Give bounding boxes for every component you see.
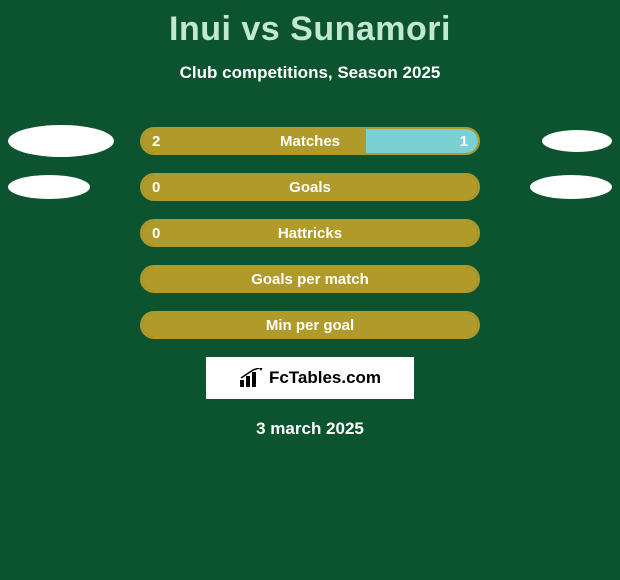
chart-icon <box>239 368 265 388</box>
player-marker-left <box>8 175 90 199</box>
stat-bar: Matches21 <box>140 127 480 155</box>
stat-value-right: 1 <box>460 129 468 153</box>
player-marker-right <box>542 130 612 152</box>
stat-row: Goals per match <box>0 265 620 293</box>
logo-text: FcTables.com <box>269 368 381 388</box>
bar-fill-left <box>142 129 366 153</box>
stat-bar: Goals per match <box>140 265 480 293</box>
stat-row: Min per goal <box>0 311 620 339</box>
stats-rows: Matches21Goals0Hattricks0Goals per match… <box>0 127 620 339</box>
stat-value-left: 2 <box>152 129 160 153</box>
bar-fill-left <box>142 313 478 337</box>
stat-row: Matches21 <box>0 127 620 155</box>
logo-box: FcTables.com <box>206 357 414 399</box>
stat-bar: Goals0 <box>140 173 480 201</box>
date-text: 3 march 2025 <box>0 419 620 439</box>
stat-bar: Min per goal <box>140 311 480 339</box>
logo: FcTables.com <box>239 368 381 388</box>
subtitle: Club competitions, Season 2025 <box>0 63 620 83</box>
bar-fill-left <box>142 175 478 199</box>
stat-row: Hattricks0 <box>0 219 620 247</box>
player-marker-right <box>530 175 612 199</box>
stat-row: Goals0 <box>0 173 620 201</box>
bar-fill-left <box>142 221 478 245</box>
page-title: Inui vs Sunamori <box>0 0 620 49</box>
stat-value-left: 0 <box>152 175 160 199</box>
player-marker-left <box>8 125 114 157</box>
stat-bar: Hattricks0 <box>140 219 480 247</box>
bar-fill-left <box>142 267 478 291</box>
stat-value-left: 0 <box>152 221 160 245</box>
